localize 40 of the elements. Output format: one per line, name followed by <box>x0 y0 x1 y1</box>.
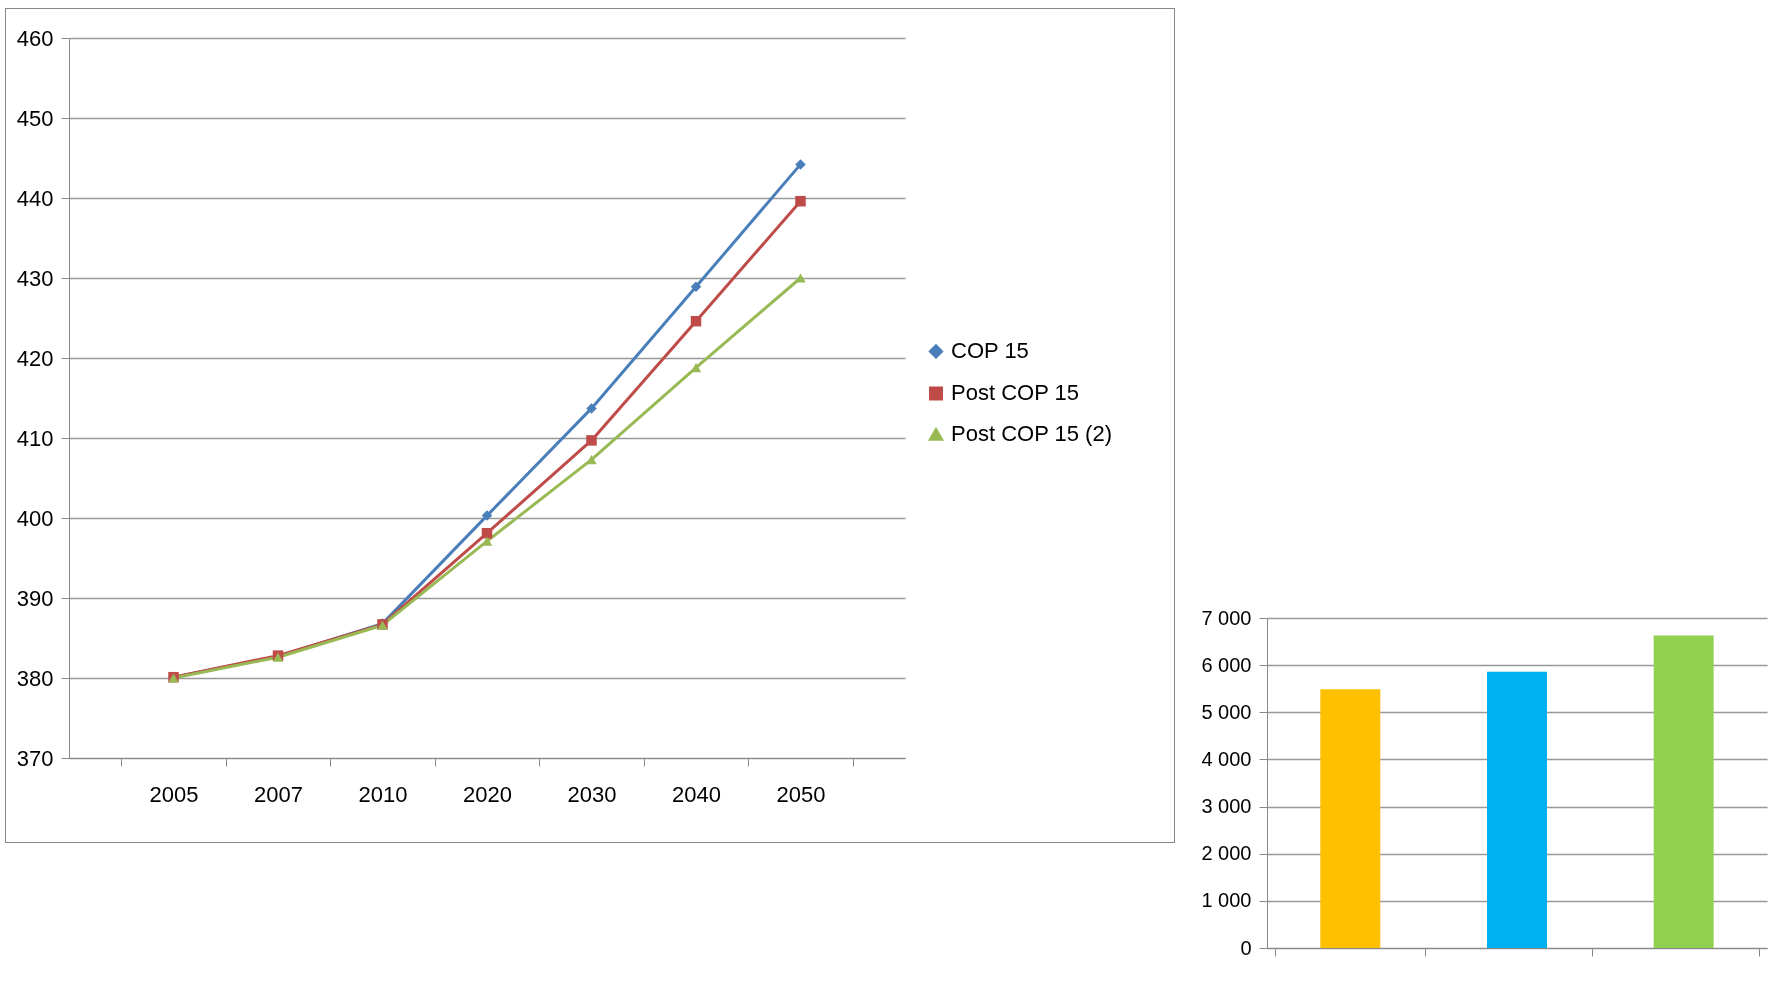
bar <box>1653 635 1714 948</box>
y-tick-label: 420 <box>16 345 54 371</box>
bar <box>1320 689 1381 948</box>
y-tick-label: 430 <box>16 265 54 291</box>
y-tick-label: 400 <box>16 505 54 531</box>
point <box>481 510 493 521</box>
legend-label: Post COP 15 (2) <box>951 421 1112 447</box>
x-tick-label: 2050 <box>776 781 826 807</box>
y-tick-label: 5 000 <box>1201 700 1252 723</box>
point <box>795 159 806 170</box>
point <box>586 403 597 414</box>
y-tick-label: 7 000 <box>1201 606 1252 629</box>
y-tick-label: 4 000 <box>1201 747 1252 770</box>
x-tick-label: 2040 <box>672 781 721 807</box>
point <box>690 281 702 293</box>
point <box>481 527 493 539</box>
x-tick-label: 2007 <box>254 781 303 807</box>
y-tick-label: 390 <box>16 585 54 611</box>
y-tick-label: 6 000 <box>1201 653 1252 676</box>
x-tick-label: 2030 <box>567 781 617 807</box>
y-tick-label: 3 000 <box>1201 795 1252 818</box>
y-tick-label: 2 000 <box>1201 842 1252 865</box>
bar <box>1487 671 1547 948</box>
y-tick-label: 440 <box>16 185 54 211</box>
y-tick-label: 370 <box>16 745 54 771</box>
x-tick-label: 2010 <box>358 781 408 807</box>
legend-label: Post COP 15 <box>951 380 1079 406</box>
x-tick-label: 2005 <box>149 781 199 807</box>
point <box>690 315 702 327</box>
y-tick-label: 450 <box>16 105 54 131</box>
y-tick-label: 0 <box>1240 936 1252 959</box>
point <box>795 195 806 207</box>
x-tick-label: 2020 <box>463 781 512 807</box>
y-tick-label: 380 <box>16 665 54 691</box>
y-tick-label: 1 000 <box>1201 889 1252 912</box>
point <box>586 455 597 465</box>
y-tick-label: 460 <box>16 25 54 51</box>
y-tick-label: 410 <box>16 425 54 451</box>
point <box>586 435 597 446</box>
legend-label: COP 15 <box>951 338 1029 364</box>
